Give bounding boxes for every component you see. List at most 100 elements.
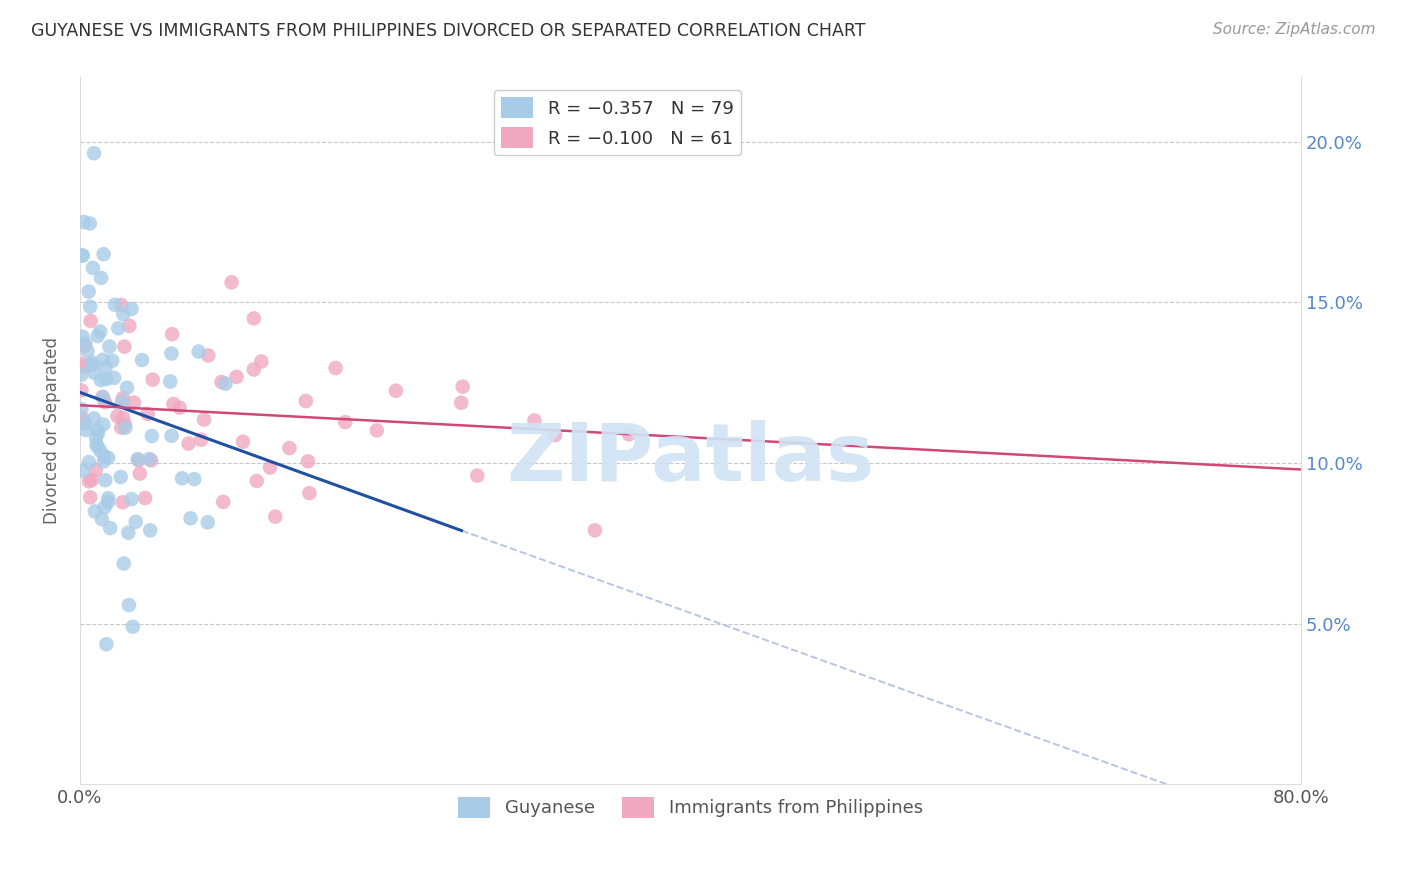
Point: [117, 525, 139, 540]
Point: [264, 509, 287, 524]
Point: [103, 371, 125, 385]
Point: [87, 425, 110, 440]
Point: [125, 515, 148, 529]
Point: [82, 355, 104, 369]
Point: [70, 410, 93, 425]
Point: [523, 413, 546, 427]
Point: [183, 472, 205, 486]
Point: [91, 390, 114, 404]
Point: [70, 248, 93, 262]
Point: [72, 464, 94, 478]
Point: [89, 443, 111, 458]
Point: [96, 637, 118, 651]
Point: [79, 314, 101, 328]
Point: [83, 504, 105, 518]
Point: [110, 298, 132, 312]
Point: [335, 415, 357, 429]
Point: [121, 301, 143, 316]
Point: [84, 430, 107, 444]
Point: [112, 411, 135, 425]
Point: [112, 307, 135, 321]
Point: [70, 357, 93, 371]
Point: [197, 348, 219, 362]
Point: [114, 417, 136, 432]
Point: [139, 524, 162, 538]
Point: [138, 452, 160, 467]
Point: [246, 474, 269, 488]
Point: [104, 298, 127, 312]
Text: GUYANESE VS IMMIGRANTS FROM PHILIPPINES DIVORCED OR SEPARATED CORRELATION CHART: GUYANESE VS IMMIGRANTS FROM PHILIPPINES …: [31, 22, 866, 40]
Point: [89, 325, 111, 339]
Point: [297, 454, 319, 468]
Point: [70, 368, 93, 382]
Point: [72, 329, 94, 343]
Point: [298, 486, 321, 500]
Point: [120, 491, 142, 506]
Point: [118, 318, 141, 333]
Point: [250, 354, 273, 368]
Point: [544, 428, 567, 442]
Point: [159, 375, 181, 389]
Point: [242, 362, 264, 376]
Point: [107, 321, 129, 335]
Point: [111, 395, 134, 409]
Point: [190, 433, 212, 447]
Point: [221, 276, 243, 290]
Point: [75, 417, 97, 431]
Point: [118, 598, 141, 612]
Point: [79, 217, 101, 231]
Point: [91, 352, 114, 367]
Point: [115, 381, 138, 395]
Point: [83, 146, 105, 161]
Point: [97, 450, 120, 465]
Point: [160, 327, 183, 342]
Point: [451, 379, 474, 393]
Point: [193, 412, 215, 426]
Point: [465, 468, 488, 483]
Point: [83, 366, 105, 380]
Point: [80, 473, 103, 487]
Point: [96, 372, 118, 386]
Point: [212, 495, 235, 509]
Point: [86, 438, 108, 452]
Point: [73, 339, 96, 353]
Point: [75, 336, 97, 351]
Point: [86, 423, 108, 437]
Point: [75, 423, 97, 437]
Text: Source: ZipAtlas.com: Source: ZipAtlas.com: [1212, 22, 1375, 37]
Point: [111, 391, 134, 405]
Point: [259, 460, 281, 475]
Point: [94, 395, 117, 409]
Point: [79, 491, 101, 505]
Point: [325, 361, 347, 376]
Point: [141, 429, 163, 443]
Point: [128, 467, 150, 481]
Point: [162, 397, 184, 411]
Point: [134, 491, 156, 505]
Point: [110, 420, 132, 434]
Point: [232, 434, 254, 449]
Point: [197, 516, 219, 530]
Y-axis label: Divorced or Separated: Divorced or Separated: [44, 337, 60, 524]
Point: [112, 340, 135, 354]
Point: [93, 454, 115, 468]
Point: [294, 394, 316, 409]
Point: [94, 360, 117, 375]
Point: [225, 370, 247, 384]
Point: [111, 495, 134, 509]
Point: [93, 247, 115, 261]
Point: [77, 285, 100, 299]
Point: [366, 423, 388, 437]
Point: [79, 300, 101, 314]
Point: [131, 353, 153, 368]
Point: [139, 453, 162, 467]
Point: [177, 436, 200, 450]
Point: [136, 407, 159, 421]
Point: [450, 396, 472, 410]
Point: [77, 455, 100, 469]
Point: [112, 557, 135, 571]
Text: ZIPatlas: ZIPatlas: [506, 420, 875, 499]
Point: [180, 511, 202, 525]
Point: [70, 402, 93, 417]
Point: [77, 475, 100, 489]
